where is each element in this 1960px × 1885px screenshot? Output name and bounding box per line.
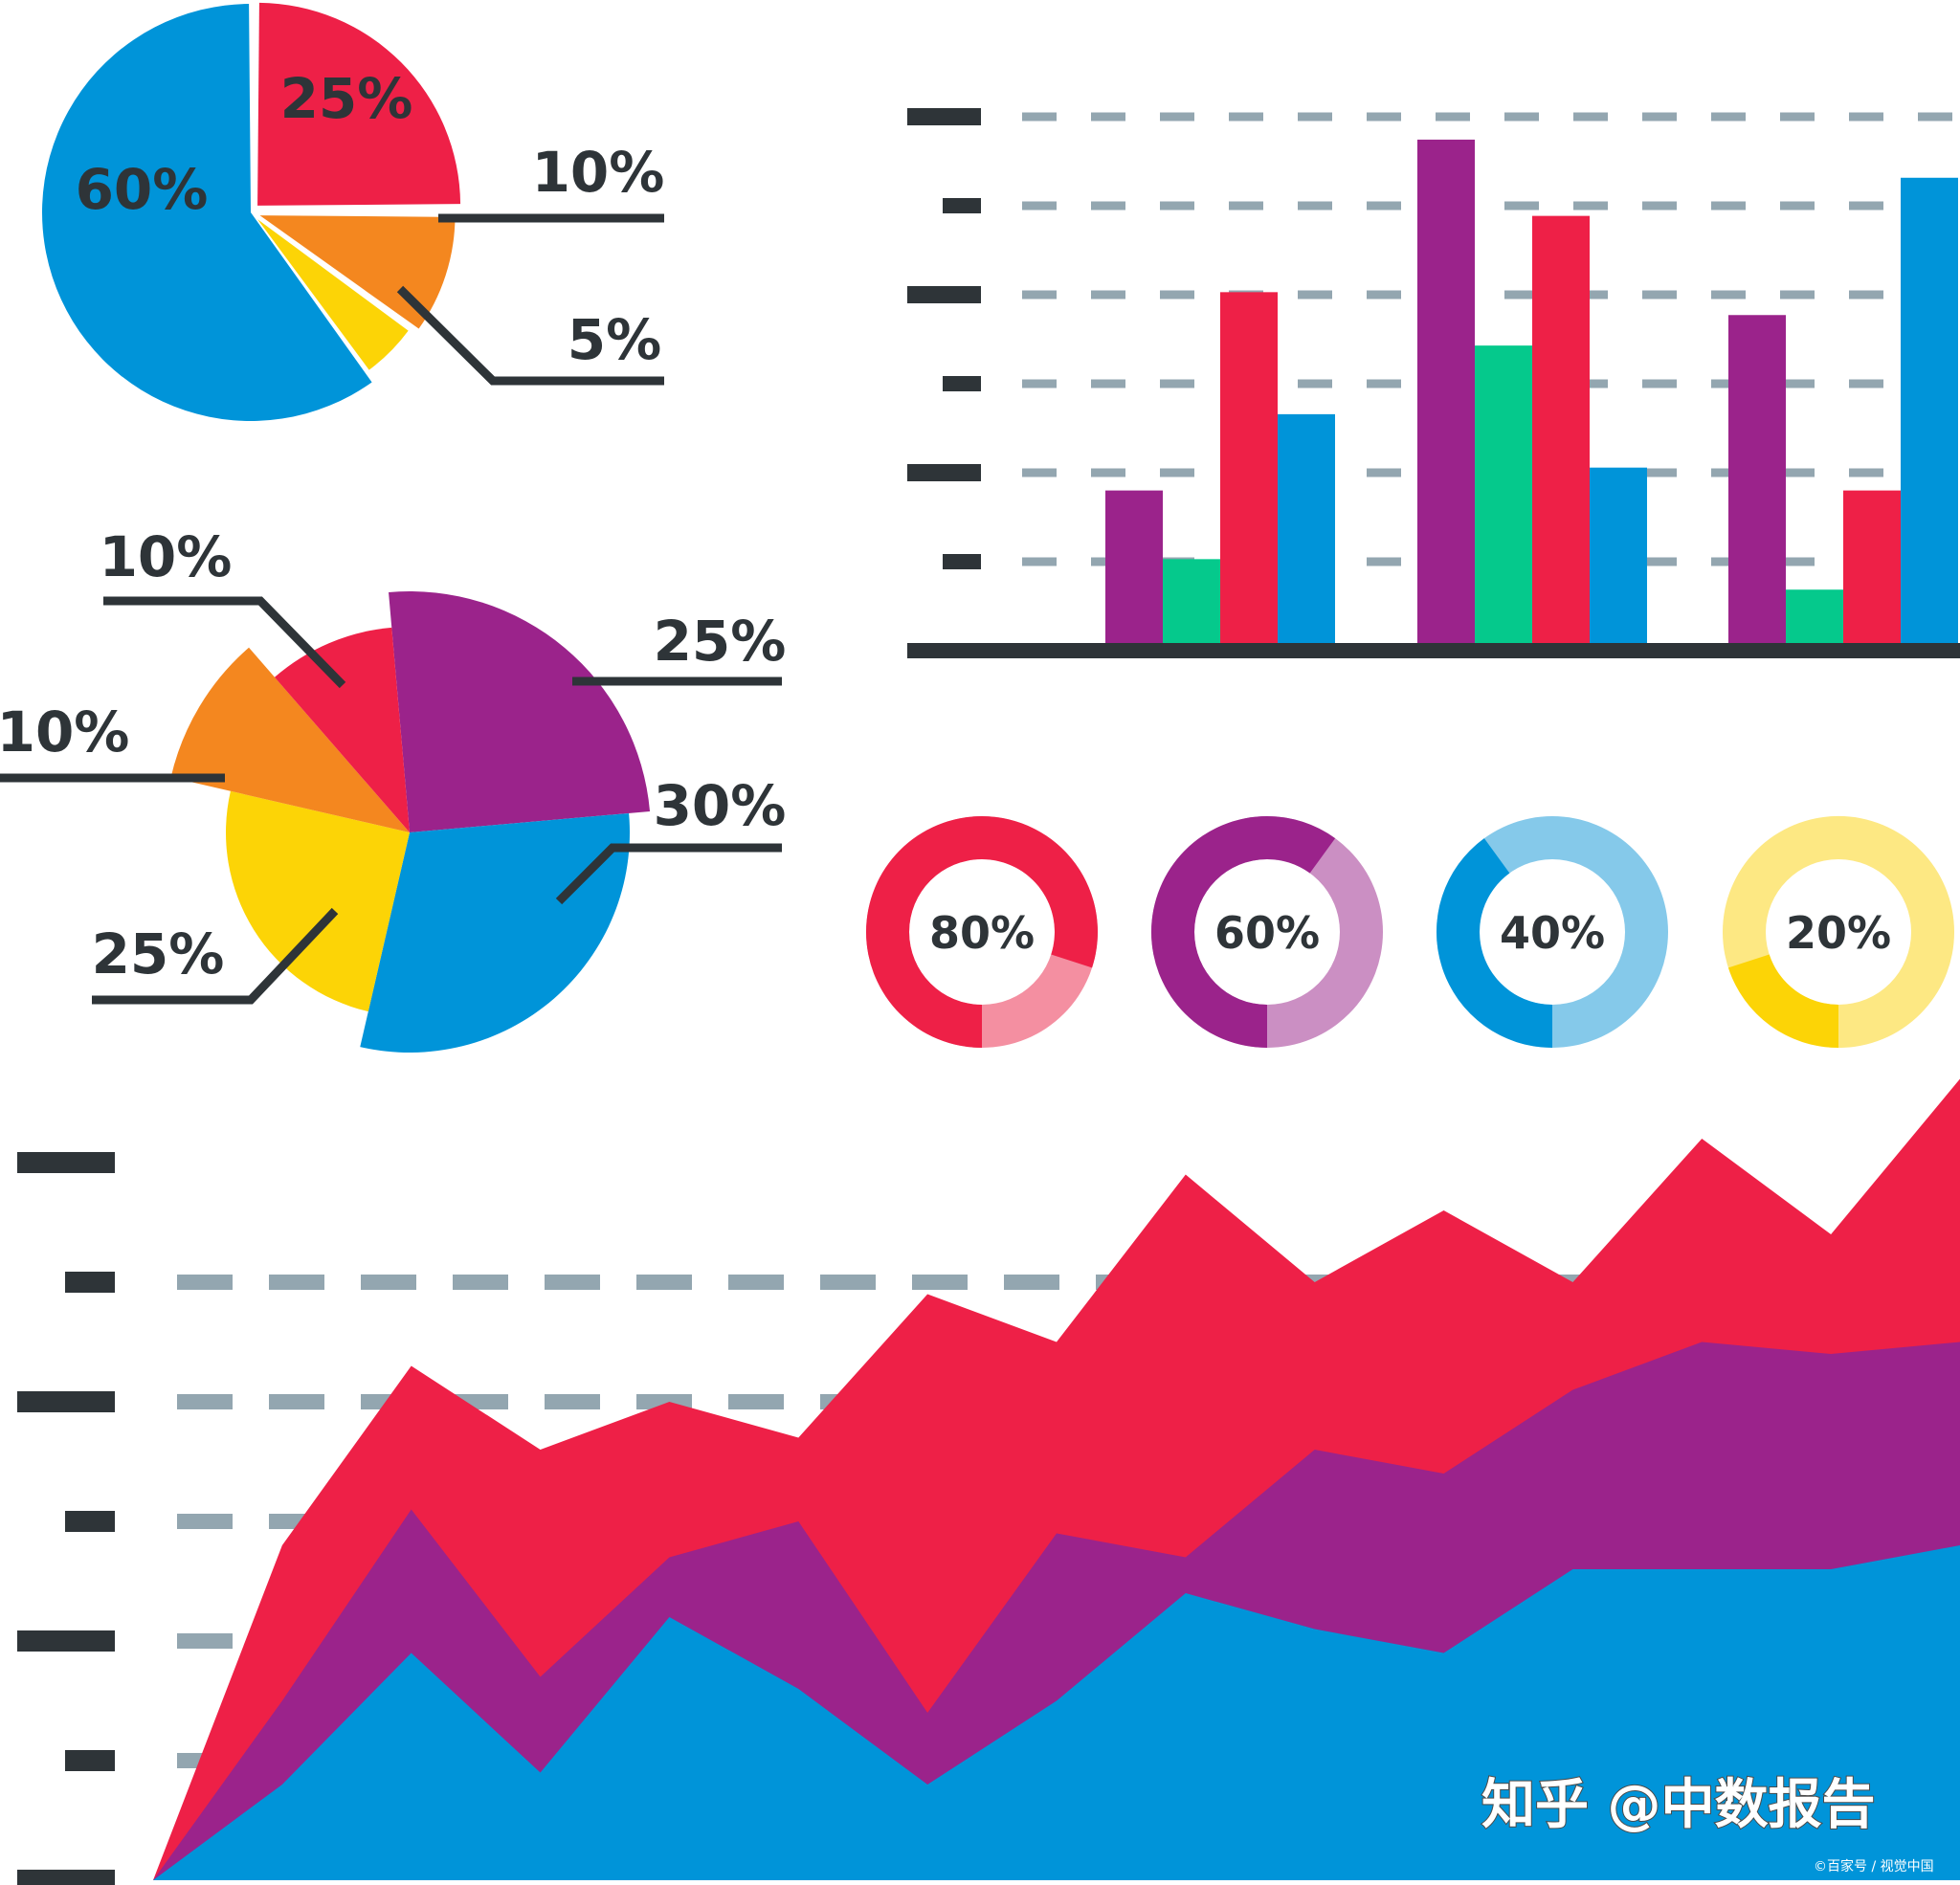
- bar: [1163, 559, 1220, 651]
- leader-line: [396, 285, 664, 386]
- data-label: 25%: [654, 609, 787, 674]
- area-series: [153, 1545, 1960, 1880]
- data-label: 10%: [0, 699, 129, 765]
- data-label: 5%: [568, 307, 661, 372]
- data-label: 60%: [76, 157, 209, 222]
- data-label: 10%: [532, 140, 665, 205]
- bar: [1105, 490, 1163, 651]
- bar: [1475, 345, 1532, 651]
- bar: [1786, 589, 1843, 651]
- donut-segment: [982, 816, 1098, 968]
- pie-slice: [257, 2, 461, 206]
- watermark: 知乎 @中数报告 ©百家号 / 视觉中国: [1481, 1773, 1934, 1874]
- pie-slice: [170, 647, 410, 832]
- data-label: 30%: [654, 773, 787, 838]
- data-label: 25%: [280, 66, 413, 131]
- leader-line: [555, 843, 782, 905]
- donut-segment: [1151, 816, 1267, 1048]
- donut-segment: [1436, 838, 1552, 1048]
- pie-slice: [225, 790, 410, 1012]
- pie-slice: [360, 812, 630, 1053]
- leader-line: [92, 907, 339, 1005]
- bar: [1728, 315, 1786, 651]
- donut: 20%: [1722, 815, 1954, 1049]
- data-label: 80%: [929, 907, 1035, 959]
- pie-slice: [389, 591, 651, 832]
- bar: [1843, 490, 1901, 651]
- bar: [1417, 139, 1475, 651]
- pie-slice: [257, 219, 409, 370]
- data-label: 20%: [1786, 907, 1891, 959]
- data-label: 25%: [92, 921, 225, 987]
- data-label: 10%: [100, 524, 233, 589]
- bar-chart: [907, 108, 1960, 658]
- donut-charts: 80% 60% 40% 20%: [866, 815, 1954, 1049]
- donut-segment: [1267, 816, 1336, 874]
- bar: [1901, 177, 1958, 651]
- bar: [1590, 467, 1647, 651]
- pie-slice: [274, 627, 410, 832]
- data-label: 40%: [1500, 907, 1605, 959]
- donut-segment: [866, 816, 982, 1048]
- pie-slice: [41, 4, 372, 421]
- donut: 40%: [1436, 816, 1668, 1048]
- bar: [1532, 215, 1590, 651]
- data-label: 60%: [1214, 907, 1320, 959]
- donut: 80%: [866, 816, 1098, 1048]
- watermark-credit: ©百家号 / 视觉中国: [1814, 1858, 1934, 1874]
- donut-segment: [1727, 954, 1838, 1048]
- bar: [1278, 413, 1335, 651]
- watermark-main: 知乎 @中数报告: [1481, 1774, 1876, 1836]
- bar: [1220, 292, 1278, 651]
- area-chart: [17, 1078, 1960, 1885]
- donut: 60%: [1151, 816, 1383, 1048]
- leader-line: [103, 596, 346, 689]
- pie-chart-top: 25% 60% 10% 5%: [41, 2, 665, 421]
- pie-chart-middle: 25% 30% 25% 10% 10%: [0, 524, 786, 1053]
